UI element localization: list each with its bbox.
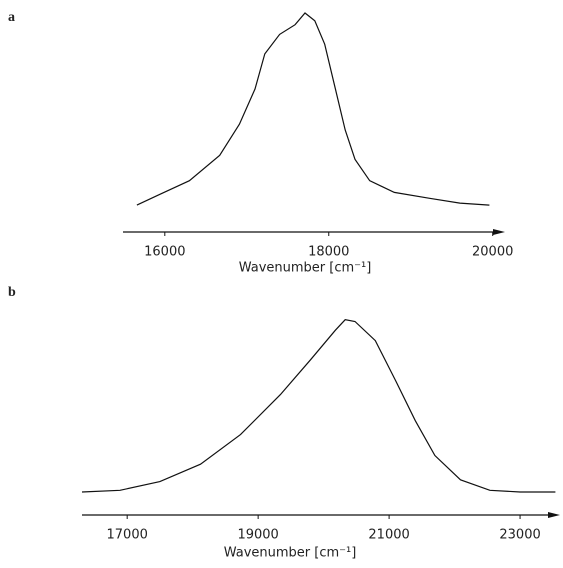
- x-tick-label: 21000: [368, 528, 409, 543]
- x-axis-label: Wavenumber [cm⁻¹]: [239, 261, 372, 276]
- panel-label: b: [8, 285, 16, 300]
- axis-arrow: [493, 229, 505, 235]
- panel-label: a: [8, 10, 15, 25]
- x-tick-label: 19000: [237, 528, 278, 543]
- spectrum-line: [81, 319, 556, 493]
- x-tick-label: 20000: [472, 245, 513, 260]
- x-tick-label: 17000: [107, 528, 148, 543]
- x-tick-label: 23000: [499, 528, 540, 543]
- spectrum-line: [136, 12, 490, 206]
- x-tick-label: 16000: [144, 245, 185, 260]
- x-axis-label: Wavenumber [cm⁻¹]: [224, 546, 357, 561]
- axis-arrow: [548, 512, 560, 518]
- x-tick-label: 18000: [308, 245, 349, 260]
